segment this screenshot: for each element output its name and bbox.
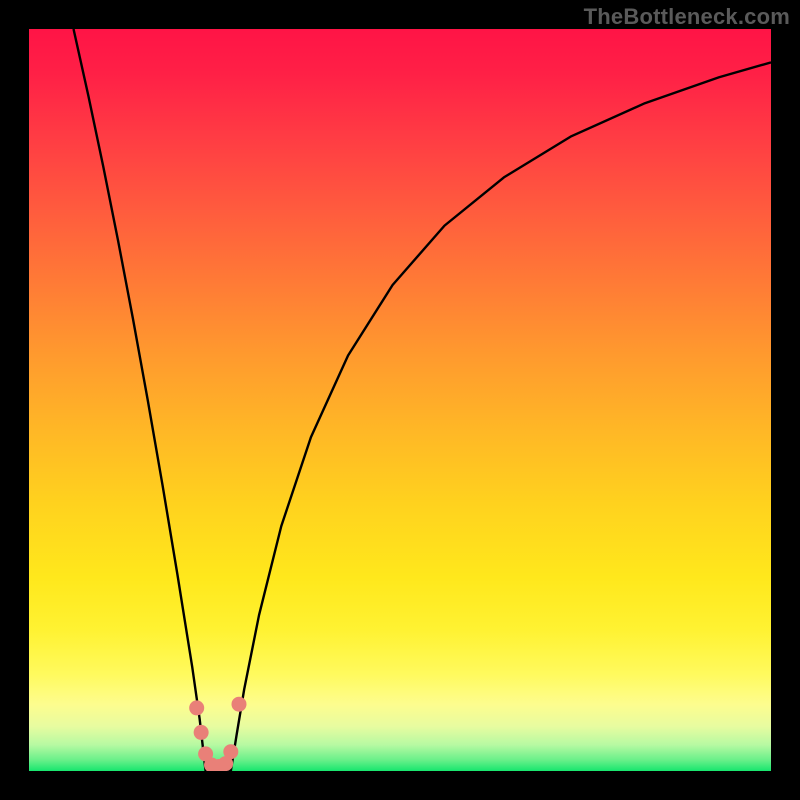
trough-marker bbox=[189, 700, 204, 715]
trough-marker bbox=[223, 744, 238, 759]
watermark-label: TheBottleneck.com bbox=[584, 4, 790, 30]
chart-container: TheBottleneck.com bbox=[0, 0, 800, 800]
plot-background bbox=[29, 29, 771, 771]
trough-marker bbox=[231, 697, 246, 712]
trough-marker bbox=[194, 725, 209, 740]
bottleneck-chart bbox=[0, 0, 800, 800]
